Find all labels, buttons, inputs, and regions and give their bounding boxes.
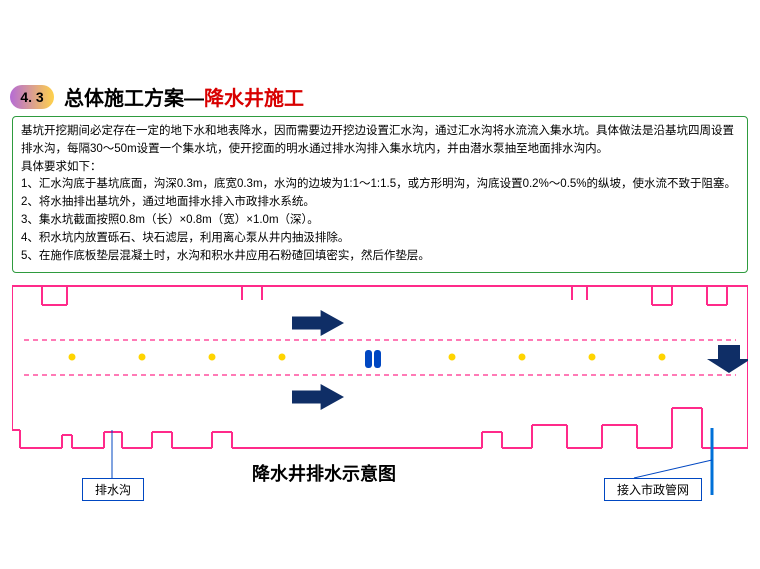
description-line: 2、将水抽排出基坑外，通过地面排水排入市政排水系统。 xyxy=(21,194,739,212)
description-box: 基坑开挖期间必定存在一定的地下水和地表降水，因而需要边开挖边设置汇水沟，通过汇水… xyxy=(12,116,748,273)
description-line: 3、集水坑截面按照0.8m（长）×0.8m（宽）×1.0m（深）。 xyxy=(21,212,739,230)
diagram-caption: 降水井排水示意图 xyxy=(252,460,396,486)
section-header: 4. 3 总体施工方案—降水井施工 xyxy=(10,82,304,111)
description-line: 基坑开挖期间必定存在一定的地下水和地表降水，因而需要边开挖边设置汇水沟，通过汇水… xyxy=(21,123,739,159)
description-line: 1、汇水沟底于基坑底面，沟深0.3m，底宽0.3m，水沟的边坡为1:1～1:1.… xyxy=(21,176,739,194)
description-line: 具体要求如下： xyxy=(21,159,739,177)
diagram-label: 排水沟 xyxy=(82,478,144,501)
section-badge: 4. 3 xyxy=(10,85,54,109)
diagram-label: 接入市政管网 xyxy=(604,478,702,501)
section-title: 总体施工方案—降水井施工 xyxy=(64,82,304,111)
badge-text: 4. 3 xyxy=(20,89,43,105)
dewatering-diagram: 降水井排水示意图 排水沟 接入市政管网 xyxy=(12,260,748,500)
description-line: 4、积水坑内放置砾石、块石滤层，利用离心泵从井内抽汲排除。 xyxy=(21,230,739,248)
title-black: 总体施工方案— xyxy=(64,88,204,110)
title-red: 降水井施工 xyxy=(204,88,304,110)
